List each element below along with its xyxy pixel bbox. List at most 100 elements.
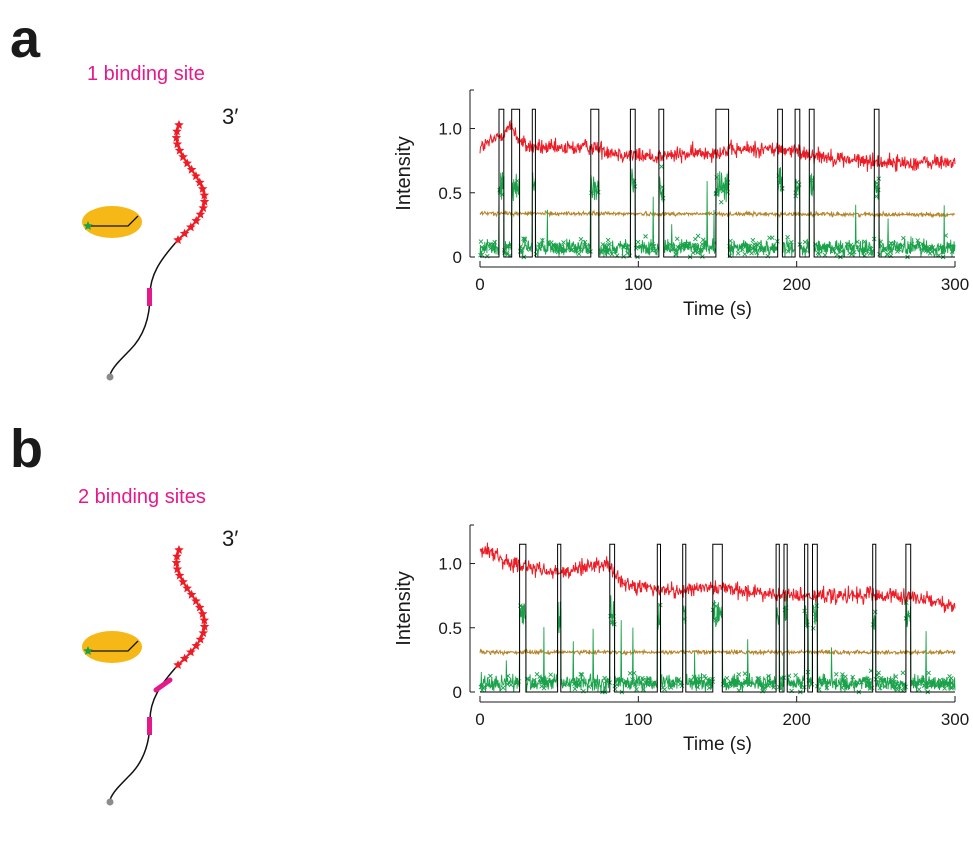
green-marker [785, 234, 790, 240]
green-marker [861, 249, 867, 255]
green-marker [728, 238, 733, 244]
green-marker [633, 678, 639, 684]
green-marker [479, 244, 485, 250]
green-marker [736, 681, 742, 687]
green-marker [674, 236, 680, 242]
green-marker [505, 673, 511, 679]
series-line-1 [479, 647, 956, 657]
bead-linker [88, 215, 139, 227]
green-marker [701, 245, 706, 250]
green-marker [844, 241, 850, 247]
green-marker [718, 186, 724, 191]
green-marker [519, 247, 524, 253]
green-marker [837, 247, 843, 253]
star-icon [197, 183, 208, 193]
green-marker [919, 241, 925, 247]
green-marker [814, 603, 819, 608]
green-marker [896, 683, 902, 689]
green-marker [713, 618, 719, 623]
green-marker [920, 678, 926, 683]
star-icon [182, 583, 192, 593]
star-icon [171, 557, 182, 567]
binding-site [147, 288, 152, 306]
green-marker [539, 677, 545, 683]
green-marker [928, 678, 934, 684]
green-marker [679, 245, 684, 250]
green-marker [576, 677, 582, 682]
star-icon [186, 164, 197, 174]
green-marker [640, 675, 645, 681]
green-marker [508, 682, 514, 688]
green-marker [541, 685, 547, 691]
green-marker [730, 680, 736, 686]
green-marker [929, 246, 935, 251]
green-marker [505, 681, 510, 687]
star-icon [195, 209, 206, 219]
green-marker [937, 677, 943, 683]
series-line-0 [479, 542, 956, 613]
green-marker [668, 241, 673, 247]
green-marker [663, 246, 669, 252]
green-marker [536, 241, 542, 247]
star-icon [191, 596, 201, 606]
green-marker [840, 672, 845, 677]
green-marker [855, 239, 860, 245]
green-marker [802, 248, 808, 253]
green-marker [478, 239, 484, 244]
green-marker [676, 677, 682, 682]
star-icon [172, 139, 183, 149]
green-marker [802, 239, 808, 245]
green-marker [534, 671, 540, 677]
green-marker [696, 676, 702, 682]
green-marker [566, 681, 572, 687]
green-marker [600, 242, 606, 247]
y-tick-label: 1.0 [438, 120, 462, 139]
star-icon [186, 589, 197, 599]
green-marker [839, 685, 845, 690]
green-marker [598, 249, 604, 255]
green-marker [625, 250, 630, 256]
green-marker [816, 251, 822, 257]
green-marker [949, 249, 955, 255]
green-marker [647, 680, 653, 686]
green-marker [521, 236, 526, 241]
green-marker [766, 673, 771, 679]
green-marker [929, 682, 934, 688]
green-marker [583, 244, 589, 249]
green-marker [581, 688, 586, 694]
green-marker [632, 682, 638, 687]
bead-ellipse [82, 206, 142, 238]
green-marker [578, 671, 584, 677]
green-trace-line [479, 594, 956, 693]
green-marker [810, 626, 816, 631]
green-marker [621, 244, 626, 250]
green-marker [673, 249, 679, 254]
green-marker [938, 245, 943, 251]
series-markers-2 [478, 594, 956, 695]
green-marker [605, 237, 611, 243]
green-marker [691, 674, 697, 680]
star-icon [179, 653, 190, 663]
star-icon [191, 215, 201, 225]
green-marker [770, 682, 776, 688]
axes: 0 100 200 300 0 0.5 1.0 Time (s) Intensity [393, 89, 969, 320]
green-marker [514, 187, 519, 192]
green-marker [926, 670, 931, 676]
green-marker [876, 670, 881, 676]
green-marker [812, 611, 818, 616]
green-marker [909, 241, 915, 247]
star-icon [178, 151, 188, 161]
green-marker [916, 687, 922, 692]
green-marker [874, 180, 880, 186]
green-marker [627, 683, 632, 689]
green-marker [870, 622, 876, 627]
green-marker [650, 241, 655, 247]
green-marker [662, 687, 667, 692]
green-marker [699, 241, 705, 247]
green-marker [537, 680, 543, 685]
star-icon [195, 177, 205, 187]
green-marker [589, 190, 594, 196]
green-marker [689, 677, 694, 683]
star-icon [197, 608, 208, 618]
green-marker [592, 678, 597, 684]
